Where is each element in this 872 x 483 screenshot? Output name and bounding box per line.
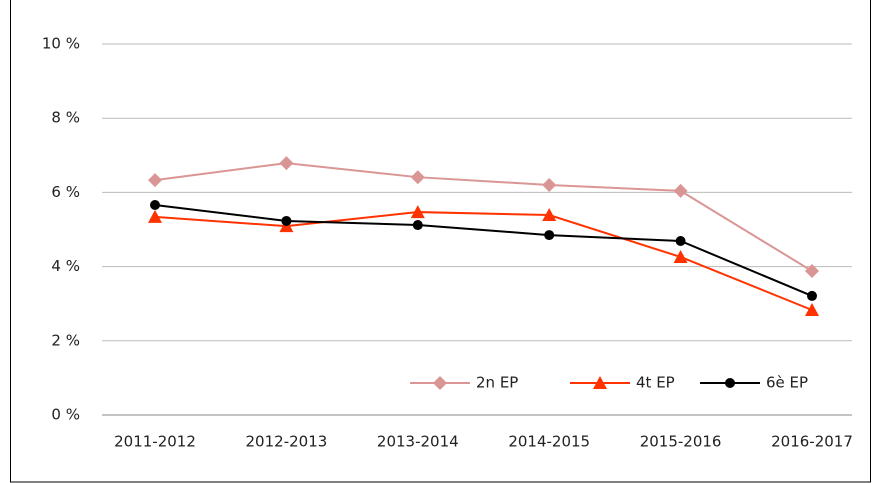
- series-line: [154, 211, 813, 311]
- marker: [675, 236, 686, 247]
- y-tick-label: 4 %: [51, 257, 80, 275]
- marker: [673, 183, 688, 198]
- marker: [673, 249, 688, 263]
- marker: [150, 200, 160, 211]
- marker: [807, 290, 817, 301]
- x-tick-label: 2012-2013: [246, 433, 328, 451]
- y-tick-label: 6 %: [51, 183, 80, 201]
- x-tick-label: 2015-2016: [640, 433, 722, 451]
- marker: [148, 209, 162, 223]
- y-tick-label: 2 %: [51, 331, 80, 349]
- marker: [148, 173, 162, 188]
- marker: [544, 230, 555, 241]
- legend-label: 6è EP: [766, 374, 808, 392]
- marker: [542, 208, 557, 222]
- marker: [410, 170, 425, 185]
- y-tick-label: 10 %: [42, 35, 80, 53]
- y-tick-label: 8 %: [51, 109, 80, 127]
- series-line: [154, 162, 813, 272]
- x-tick-label: 2014-2015: [508, 433, 590, 451]
- marker: [805, 264, 819, 279]
- legend-label: 2n EP: [476, 374, 518, 392]
- marker: [412, 220, 423, 231]
- x-tick-label: 2013-2014: [377, 433, 459, 451]
- marker: [542, 177, 557, 192]
- marker: [410, 205, 425, 219]
- marker: [593, 376, 607, 389]
- chart-frame: [10, 0, 871, 483]
- marker: [279, 156, 294, 171]
- marker: [725, 378, 735, 388]
- legend-label: 4t EP: [636, 374, 675, 392]
- marker: [433, 376, 447, 390]
- x-tick-label: 2011-2012: [114, 433, 196, 451]
- series-line: [154, 204, 813, 297]
- x-tick-label: 2016-2017: [771, 433, 853, 451]
- marker: [281, 215, 292, 226]
- y-tick-label: 0 %: [51, 406, 80, 424]
- marker: [805, 303, 819, 317]
